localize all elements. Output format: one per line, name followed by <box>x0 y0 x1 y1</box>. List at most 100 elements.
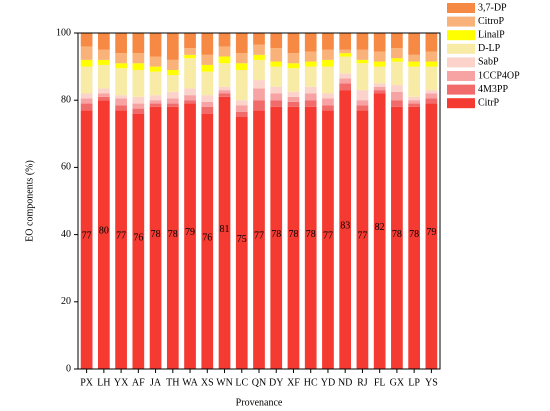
bar-segment <box>356 59 369 64</box>
bar-segment <box>184 58 196 89</box>
bar-segment <box>253 100 265 111</box>
bar-segment <box>97 49 110 60</box>
bar-segment <box>287 106 300 370</box>
x-tick-label: WN <box>216 377 233 388</box>
bar-segment <box>201 113 214 369</box>
bar-segment <box>425 103 438 369</box>
bar-segment <box>373 61 386 67</box>
bar-segment <box>322 66 334 94</box>
bar-segment <box>356 33 369 50</box>
bar-segment <box>201 33 214 55</box>
bar-segment <box>287 63 300 69</box>
data-label: 79 <box>426 227 436 238</box>
bar-segment <box>304 33 317 52</box>
y-tick-label: 20 <box>61 296 71 307</box>
bar-segment <box>132 33 145 54</box>
bar-segment <box>408 61 421 67</box>
bar-segment <box>253 54 265 60</box>
bar-segment <box>149 100 162 104</box>
legend-label: 3,7-DP <box>478 2 507 13</box>
bar-segment <box>356 90 369 101</box>
bar-segment <box>287 96 300 102</box>
bar-segment <box>201 64 214 72</box>
bar-segment <box>115 105 127 111</box>
bar-segment <box>287 68 300 92</box>
bar-segment <box>218 56 231 64</box>
legend-label: 1CCP4OP <box>478 70 520 81</box>
bar-segment <box>373 86 386 91</box>
bar-segment <box>425 93 438 99</box>
bar-segment <box>149 56 162 67</box>
x-tick-label: TH <box>166 377 179 388</box>
legend-swatch <box>447 43 475 54</box>
data-label: 78 <box>168 229 178 240</box>
bar-segment <box>80 66 93 94</box>
bar-segment <box>132 113 145 369</box>
x-tick-label: DY <box>269 377 283 388</box>
bar-segment <box>408 33 421 55</box>
bar-segment <box>97 100 110 369</box>
legend-label: LinalP <box>478 29 505 40</box>
bar-segment <box>322 110 334 369</box>
bar-segment <box>391 48 403 59</box>
bar-segment <box>339 56 352 74</box>
bar-segment <box>80 103 93 111</box>
bar-segment <box>115 33 127 54</box>
bar-segment <box>80 110 93 369</box>
x-axis-label: Provenance <box>236 397 283 408</box>
bar-segment <box>322 93 334 99</box>
bar-segment <box>253 59 265 81</box>
bar-segment <box>97 96 110 101</box>
bar-segment <box>97 88 110 94</box>
bar-segment <box>391 85 403 92</box>
bar-segment <box>201 71 214 96</box>
x-tick-label: LC <box>235 377 248 388</box>
bar-segment <box>253 110 265 369</box>
bar-segment <box>218 46 231 57</box>
bar-segment <box>218 33 231 47</box>
bar-segment <box>408 66 421 97</box>
bar-segment <box>270 106 283 370</box>
bar-segment <box>149 95 162 101</box>
bar-segment <box>184 103 196 369</box>
legend-label: CitrP <box>478 97 500 108</box>
bar-segment <box>270 33 283 49</box>
legend-swatch <box>447 98 475 109</box>
bar-segment <box>339 49 352 54</box>
bar-segment <box>132 103 145 109</box>
bar-segment <box>235 53 248 64</box>
bar-segment <box>166 59 179 70</box>
y-tick-label: 100 <box>56 27 71 38</box>
bar-segment <box>339 83 352 91</box>
bar-segment <box>97 33 110 50</box>
bar-segment <box>218 96 231 369</box>
bar-segment <box>218 90 231 94</box>
bar-segment <box>270 48 283 62</box>
bar-segment <box>235 63 248 70</box>
bar-segment <box>235 105 248 112</box>
x-tick-label: LH <box>97 377 110 388</box>
bar-segment <box>322 98 334 106</box>
bar-segment <box>97 59 110 65</box>
bar-segment <box>270 86 283 94</box>
x-tick-label: PX <box>80 377 94 388</box>
bar-segment <box>408 96 421 101</box>
bar-segment <box>356 105 369 111</box>
data-label: 75 <box>237 234 247 245</box>
bar-segment <box>408 106 421 370</box>
data-label: 78 <box>288 229 298 240</box>
data-label: 76 <box>202 232 212 243</box>
x-tick-label: FL <box>374 377 386 388</box>
bar-segment <box>339 78 352 84</box>
bar-segment <box>287 91 300 97</box>
bar-segment <box>425 61 438 67</box>
x-tick-label: YX <box>114 377 129 388</box>
bar-segment <box>322 49 334 60</box>
bar-segment <box>235 111 248 117</box>
bar-segment <box>166 75 179 92</box>
legend-swatch <box>447 84 475 95</box>
bar-segment <box>235 100 248 106</box>
data-label: 78 <box>392 229 402 240</box>
x-tick-label: RJ <box>357 377 368 388</box>
